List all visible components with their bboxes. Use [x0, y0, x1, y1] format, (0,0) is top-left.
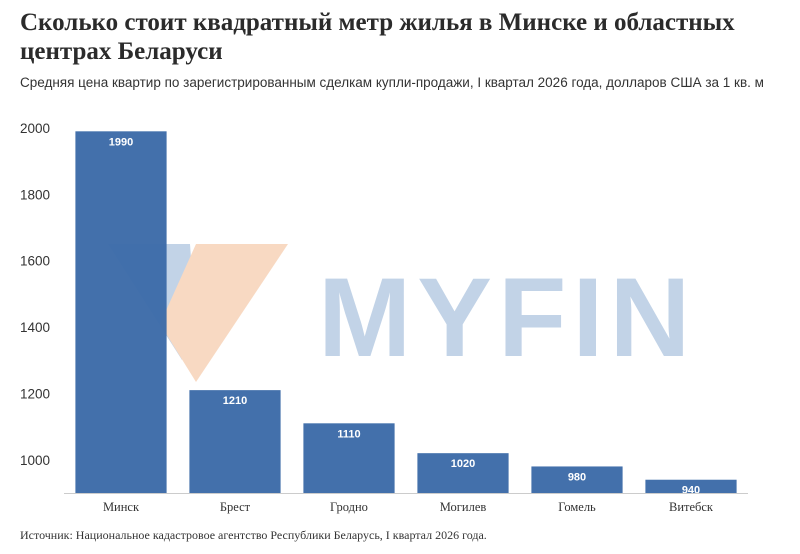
- bar[interactable]: [531, 466, 623, 493]
- x-tick-label: Витебск: [669, 500, 714, 514]
- watermark-text: MYFIN: [318, 255, 696, 380]
- source-note: Источник: Национальное кадастровое агент…: [20, 528, 487, 542]
- bars-group: 1990 1210 1110 1020 980 940: [75, 131, 737, 497]
- data-label: 1110: [337, 428, 360, 440]
- chart-subtitle: Средняя цена квартир по зарегистрированн…: [20, 75, 764, 90]
- data-label: 980: [568, 471, 586, 483]
- x-tick-label: Брест: [220, 500, 251, 514]
- bar[interactable]: [417, 453, 509, 493]
- bar[interactable]: [645, 479, 737, 493]
- y-tick-label: 1200: [20, 386, 50, 401]
- bar[interactable]: [189, 390, 281, 493]
- data-label: 1210: [223, 395, 247, 407]
- data-label: 1020: [451, 458, 475, 470]
- bar[interactable]: [303, 423, 395, 493]
- bar[interactable]: [75, 131, 167, 493]
- data-label: 940: [682, 485, 700, 497]
- watermark-logo-right-mark: [160, 244, 288, 382]
- y-tick-label: 2000: [20, 121, 50, 136]
- y-tick-label: 1400: [20, 320, 50, 335]
- y-tick-label: 1800: [20, 187, 50, 202]
- data-label: 1990: [109, 136, 133, 148]
- chart-title: Сколько стоит квадратный метр жилья в Ми…: [20, 9, 735, 65]
- y-tick-label: 1600: [20, 254, 50, 269]
- y-tick-label: 1000: [20, 453, 50, 468]
- x-tick-label: Гомель: [558, 500, 596, 514]
- watermark-logo: MYFIN: [108, 244, 696, 382]
- x-tick-label: Минск: [103, 500, 140, 514]
- x-axis: Минск Брест Гродно Могилев Гомель Витебск: [103, 500, 714, 514]
- x-tick-label: Могилев: [440, 500, 487, 514]
- x-tick-label: Гродно: [330, 500, 368, 514]
- y-axis: 1000 1200 1400 1600 1800 2000: [20, 121, 50, 468]
